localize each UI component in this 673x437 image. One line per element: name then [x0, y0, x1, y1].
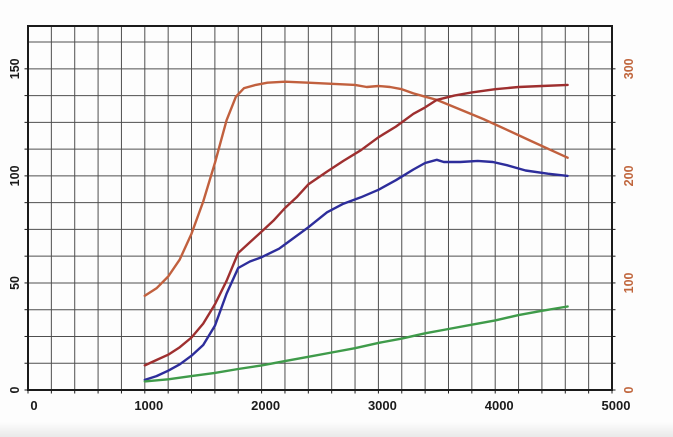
y-right-tick-label: 200: [622, 165, 636, 186]
curve-orange-curve: [143, 80, 569, 297]
y-right-tick-label: 300: [622, 58, 636, 79]
x-tick-label: 1000: [134, 398, 163, 413]
y-left-tick-label: 50: [8, 276, 22, 290]
y-right-tick-label: 0: [622, 386, 636, 393]
curve-blue-curve: [143, 158, 569, 382]
curve-green-curve: [143, 305, 569, 383]
y-left-tick-label: 100: [8, 165, 22, 186]
x-tick-label: 4000: [485, 398, 514, 413]
x-tick-label: 5000: [602, 398, 631, 413]
plot-border: [27, 25, 613, 391]
y-left-tick-label: 150: [8, 58, 22, 79]
y-right-tick-label: 100: [622, 272, 636, 293]
x-tick-label: 0: [30, 398, 37, 413]
curve-red-curve: [143, 83, 569, 367]
y-left-tick-label: 0: [8, 386, 22, 393]
x-tick-label: 2000: [251, 398, 280, 413]
x-tick-label: 3000: [368, 398, 397, 413]
